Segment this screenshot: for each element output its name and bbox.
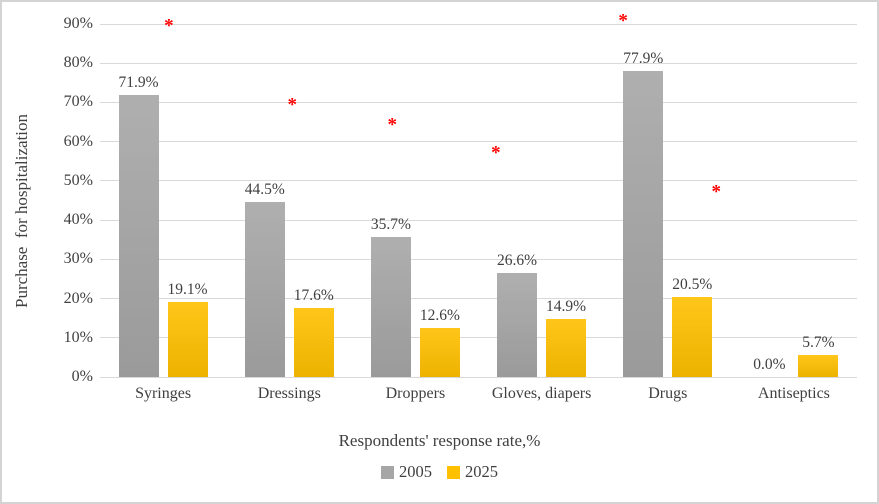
category-label: Syringes <box>135 385 192 402</box>
bar-2025 <box>672 296 713 377</box>
gridline <box>100 298 857 300</box>
y-tick-label: 20% <box>63 289 93 307</box>
bar-2005 <box>118 94 159 377</box>
y-tick-label: 70% <box>63 93 93 111</box>
y-tick-label: 50% <box>63 171 93 189</box>
y-tick-label: 30% <box>63 250 93 268</box>
gridline <box>100 219 857 221</box>
bar-2025 <box>798 354 839 377</box>
y-tick-label: 40% <box>63 211 93 229</box>
category-label: Antiseptics <box>757 385 830 402</box>
legend-swatch <box>381 465 394 479</box>
significance-asterisk: * <box>287 94 298 116</box>
data-label: 14.9% <box>546 297 587 315</box>
bar-2025 <box>546 318 587 377</box>
x-axis-title: Respondents' response rate,% <box>338 431 541 450</box>
significance-asterisk: * <box>618 10 628 32</box>
y-tick-label: 10% <box>63 328 93 346</box>
y-tick-label: 90% <box>63 15 93 32</box>
y-tick-label: 0% <box>71 368 93 385</box>
category-label: Droppers <box>385 385 446 402</box>
data-label: 17.6% <box>293 286 334 304</box>
gridline <box>100 141 857 143</box>
legend-item-2005: 2005 <box>381 463 432 481</box>
legend: 2005 2025 <box>2 463 877 481</box>
legend-swatch <box>447 465 460 479</box>
significance-asterisk: * <box>164 15 174 37</box>
category-label: Dressings <box>257 385 321 402</box>
legend-label: 2025 <box>465 462 498 481</box>
data-label: 0.0% <box>753 356 786 373</box>
bar-2005 <box>623 71 664 377</box>
significance-asterisk: * <box>491 142 501 164</box>
bar-2005 <box>370 236 411 377</box>
bar-2025 <box>293 307 334 377</box>
bar-2005 <box>244 202 285 377</box>
data-label: 20.5% <box>672 275 713 293</box>
data-label: 26.6% <box>497 251 538 269</box>
gridline <box>100 337 857 339</box>
y-axis-title: Purchase for hospitalization <box>12 113 31 309</box>
data-label: 44.5% <box>244 181 285 199</box>
data-label: 77.9% <box>623 50 664 68</box>
y-tick-label: 80% <box>63 54 93 72</box>
significance-asterisk: * <box>711 181 721 203</box>
data-label: 19.1% <box>167 281 208 299</box>
legend-label: 2005 <box>399 462 432 481</box>
category-label: Gloves, diapers <box>491 385 592 402</box>
bar-2025 <box>419 327 460 377</box>
significance-asterisk: * <box>387 114 397 136</box>
gridline <box>100 23 857 25</box>
gridline <box>100 101 857 103</box>
gridline <box>100 62 857 64</box>
data-label: 71.9% <box>118 73 159 91</box>
data-label: 5.7% <box>802 333 835 351</box>
data-label: 35.7% <box>370 215 411 233</box>
bar-2025 <box>167 302 208 377</box>
gridline <box>100 258 857 260</box>
y-tick-label: 60% <box>63 132 93 150</box>
data-label: 12.6% <box>419 306 460 324</box>
category-label: Drugs <box>648 385 688 402</box>
bar-2005 <box>497 272 538 377</box>
gridline <box>100 180 857 182</box>
legend-item-2025: 2025 <box>447 463 498 481</box>
x-axis-line <box>100 376 857 378</box>
